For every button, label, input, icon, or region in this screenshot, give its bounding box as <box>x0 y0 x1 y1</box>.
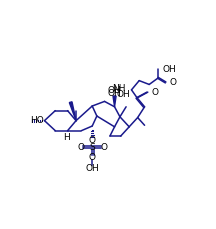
Text: S: S <box>89 143 95 152</box>
Text: NH: NH <box>113 84 126 93</box>
Text: O: O <box>77 143 84 152</box>
Text: OH: OH <box>85 164 99 173</box>
Text: OH: OH <box>162 65 176 74</box>
Text: HO: HO <box>31 116 44 125</box>
Text: H: H <box>63 133 69 142</box>
Text: O: O <box>169 78 176 87</box>
Polygon shape <box>113 96 116 107</box>
Text: OH: OH <box>108 89 121 98</box>
Text: OH: OH <box>108 86 121 95</box>
Text: O: O <box>89 153 96 162</box>
Text: OH: OH <box>117 90 131 99</box>
Text: O: O <box>151 88 159 97</box>
Text: O: O <box>89 136 96 145</box>
Polygon shape <box>69 102 76 121</box>
Text: O: O <box>100 143 107 152</box>
